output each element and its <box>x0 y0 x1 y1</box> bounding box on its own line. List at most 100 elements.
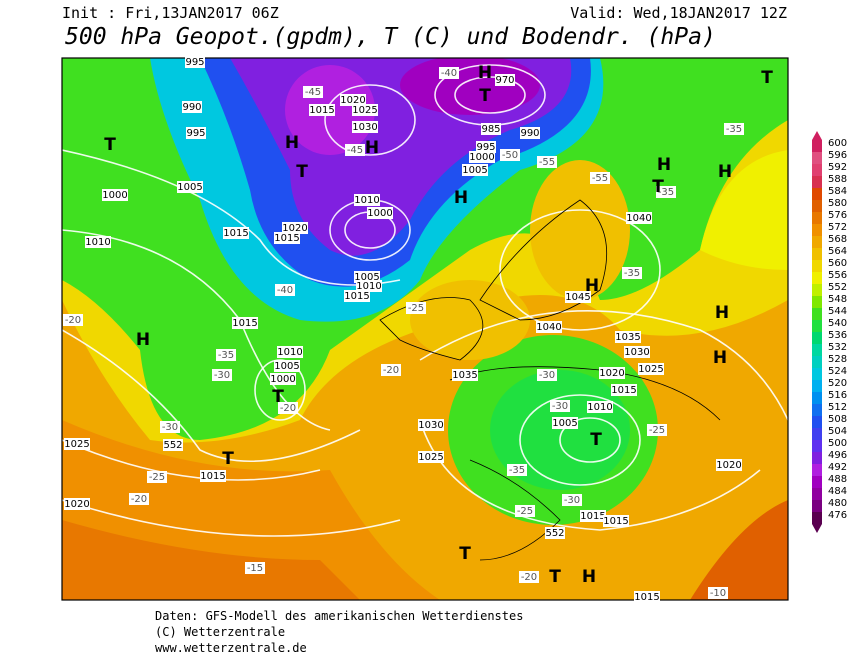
isobar-label-box <box>186 127 206 139</box>
isobar-label: 1015 <box>200 471 225 482</box>
footer-source: Daten: GFS-Modell des amerikanischen Wet… <box>155 609 523 623</box>
colorbar-swatch <box>812 260 822 272</box>
isobar-label: 1010 <box>587 402 612 413</box>
colorbar-swatch <box>812 176 822 188</box>
isobar-label-box <box>340 94 366 106</box>
temperature-label: -35 <box>624 268 640 279</box>
isobar-label-box <box>64 438 90 450</box>
colorbar-label: 564 <box>828 246 847 257</box>
colorbar-label: 548 <box>828 294 847 305</box>
temperature-label: -30 <box>564 495 580 506</box>
footer-url: www.wetterzentrale.de <box>155 641 307 655</box>
temperature-label-box <box>129 493 149 505</box>
temperature-label-box <box>537 156 557 168</box>
isobar-label: 1005 <box>177 182 202 193</box>
isobar-label-box <box>418 451 444 463</box>
isobar-label: 1000 <box>469 152 494 163</box>
colorbar-label: 476 <box>828 510 847 521</box>
isobar-label-box <box>626 212 652 224</box>
colorbar-swatch <box>812 308 822 320</box>
temperature-label: -25 <box>408 303 424 314</box>
valid-time: Valid: Wed,18JAN2017 12Z <box>570 4 787 22</box>
temperature-label: -35 <box>658 187 674 198</box>
isobar-label-box <box>270 373 296 385</box>
isobar-label-box <box>462 164 488 176</box>
temperature-label-box <box>212 369 232 381</box>
isobar-label: 1015 <box>232 318 257 329</box>
temperature-label: -25 <box>517 506 533 517</box>
isobar-label-box <box>580 510 606 522</box>
colorbar-swatch <box>812 140 822 152</box>
pressure-center: T <box>222 449 234 469</box>
isobar-label-box <box>356 280 382 292</box>
temperature-label: -20 <box>131 494 147 505</box>
temperature-label-box <box>537 369 557 381</box>
temperature-label-box <box>63 314 83 326</box>
pressure-center: H <box>285 133 299 153</box>
temperature-label: -40 <box>441 68 457 79</box>
isobar-label-box <box>469 151 495 163</box>
isobar-label-box <box>476 141 496 153</box>
pressure-center: T <box>479 86 491 106</box>
colorbar-swatch <box>812 152 822 164</box>
isobar-label-box <box>587 401 613 413</box>
pressure-center: T <box>272 387 284 407</box>
isobar-label-box <box>481 123 501 135</box>
isobar-label: 1000 <box>367 208 392 219</box>
colorbar-label: 596 <box>828 150 847 161</box>
isobar-label: 1020 <box>599 368 624 379</box>
isobar-label-box <box>274 360 300 372</box>
colorbar-label: 600 <box>828 138 847 149</box>
colorbar-label: 520 <box>828 378 847 389</box>
colorbar-label: 560 <box>828 258 847 269</box>
temperature-label-box <box>275 284 295 296</box>
isobar-label-box <box>64 498 90 510</box>
colorbar-swatch <box>812 248 822 260</box>
temperature-label: -50 <box>502 150 518 161</box>
colorbar-swatch <box>812 416 822 428</box>
isobar-label-box <box>536 321 562 333</box>
isobar-label: 1020 <box>282 223 307 234</box>
isobar-label: 1030 <box>418 420 443 431</box>
colorbar-label: 588 <box>828 174 847 185</box>
isobar-label-box <box>200 470 226 482</box>
temperature-label-box <box>147 471 167 483</box>
init-time: Init : Fri,13JAN2017 06Z <box>62 4 279 22</box>
pressure-center: T <box>761 68 773 88</box>
isobar-label: 995 <box>476 142 495 153</box>
isobar-label: 1010 <box>356 281 381 292</box>
temperature-label: -45 <box>305 87 321 98</box>
isobar-label-box <box>624 346 650 358</box>
isobar-label-box <box>309 104 335 116</box>
colorbar-label: 508 <box>828 414 847 425</box>
isobar-label-box <box>102 189 128 201</box>
colorbar-swatch <box>812 368 822 380</box>
colorbar-label: 556 <box>828 270 847 281</box>
isobar-label-box <box>452 369 478 381</box>
temperature-label-box <box>708 587 728 599</box>
colorbar-swatch <box>812 224 822 236</box>
temperature-label-box <box>345 144 365 156</box>
temperature-label-box <box>515 505 535 517</box>
isobar-label-box <box>352 104 378 116</box>
isobar-label: 1020 <box>64 499 89 510</box>
colorbar-swatch <box>812 296 822 308</box>
temperature-label: -40 <box>277 285 293 296</box>
colorbar-swatch <box>812 212 822 224</box>
isobar-label-box <box>603 515 629 527</box>
isobar-label: 1015 <box>309 105 334 116</box>
colorbar-label: 568 <box>828 234 847 245</box>
temperature-label-box <box>160 421 180 433</box>
isobar-label: 1025 <box>638 364 663 375</box>
pressure-center: T <box>549 567 561 587</box>
isobar-label: 1015 <box>223 228 248 239</box>
isobar-label-box <box>611 384 637 396</box>
map-title: 500 hPa Geopot.(gpdm), T (C) und Bodendr… <box>65 24 716 50</box>
temperature-label-box <box>303 86 323 98</box>
pressure-center: H <box>478 63 492 83</box>
pressure-center: T <box>652 177 664 197</box>
pressure-center: H <box>454 188 468 208</box>
colorbar-label: 572 <box>828 222 847 233</box>
isobar-label: 1020 <box>716 460 741 471</box>
